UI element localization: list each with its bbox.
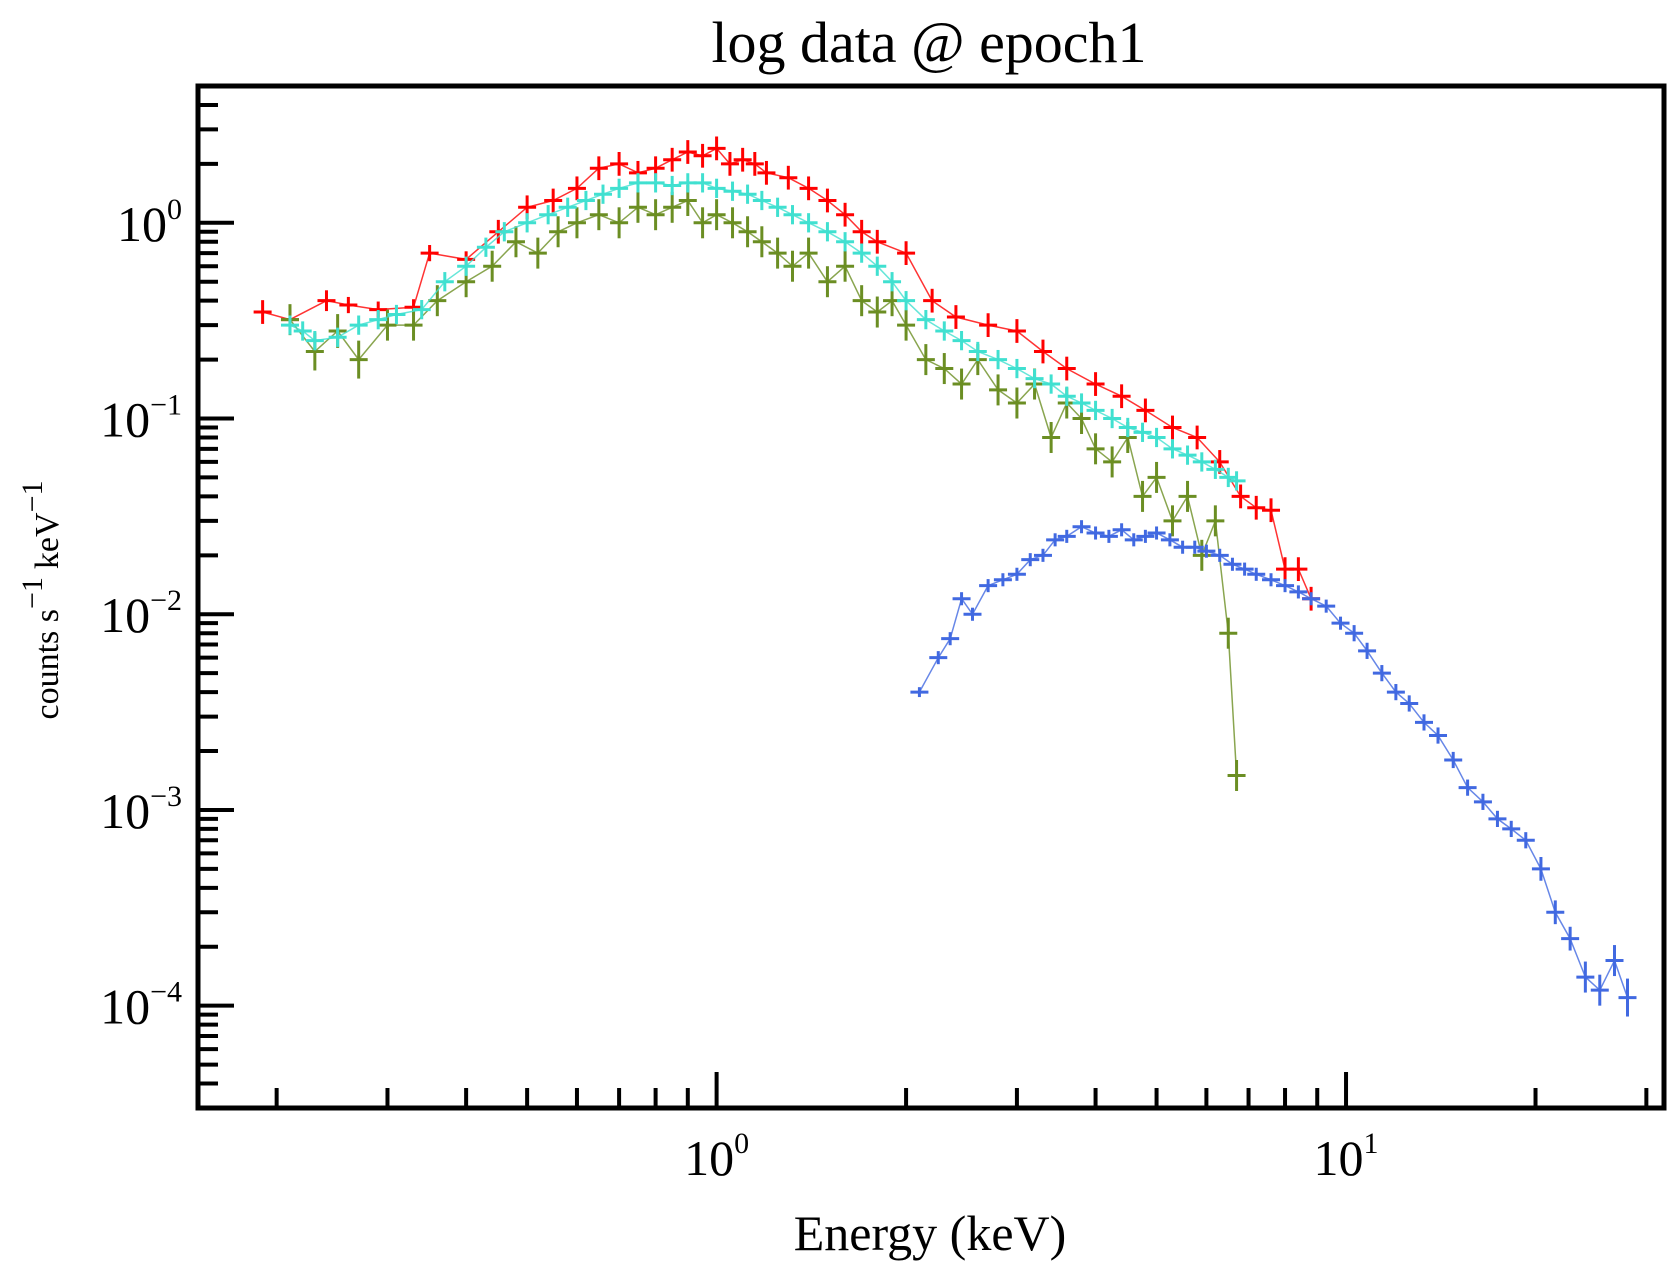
data-series bbox=[253, 136, 1637, 1017]
chart-title: log data @ epoch1 bbox=[711, 10, 1146, 75]
y-tick-label: 10−4 bbox=[100, 976, 182, 1035]
series-model-line bbox=[289, 199, 1238, 776]
data-point bbox=[280, 315, 299, 335]
y-tick-label: 10−1 bbox=[100, 389, 182, 448]
y-tick-label: 100 bbox=[117, 193, 182, 252]
series-model-line bbox=[918, 525, 1629, 998]
x-tick-labels: 100 101 bbox=[684, 1127, 1378, 1186]
y-tick-label: 10−3 bbox=[100, 780, 182, 839]
x-tick-label: 101 bbox=[1314, 1127, 1379, 1186]
plot-frame bbox=[195, 83, 1667, 1111]
y-axis-label-base2: keV bbox=[29, 512, 66, 569]
series-3 bbox=[910, 520, 1637, 1017]
axis-ticks bbox=[198, 84, 1649, 1110]
y-axis-label-base1: counts s bbox=[29, 609, 66, 720]
series-1 bbox=[280, 185, 1246, 791]
y-tick-label: 10−2 bbox=[100, 584, 182, 643]
data-point bbox=[910, 687, 929, 698]
y-tick-labels: 100 10−1 10−2 10−3 10−4 bbox=[100, 193, 182, 1035]
y-axis-label-exp2: −1 bbox=[16, 481, 49, 513]
series-model-line bbox=[289, 182, 1237, 482]
y-axis-label-exp1: −1 bbox=[16, 577, 49, 609]
x-axis-label: Energy (keV) bbox=[794, 1205, 1067, 1261]
series-0 bbox=[253, 136, 1321, 611]
y-axis-label: counts s−1keV−1 bbox=[16, 481, 66, 720]
x-tick-label: 100 bbox=[684, 1127, 749, 1186]
series-2 bbox=[280, 173, 1246, 491]
